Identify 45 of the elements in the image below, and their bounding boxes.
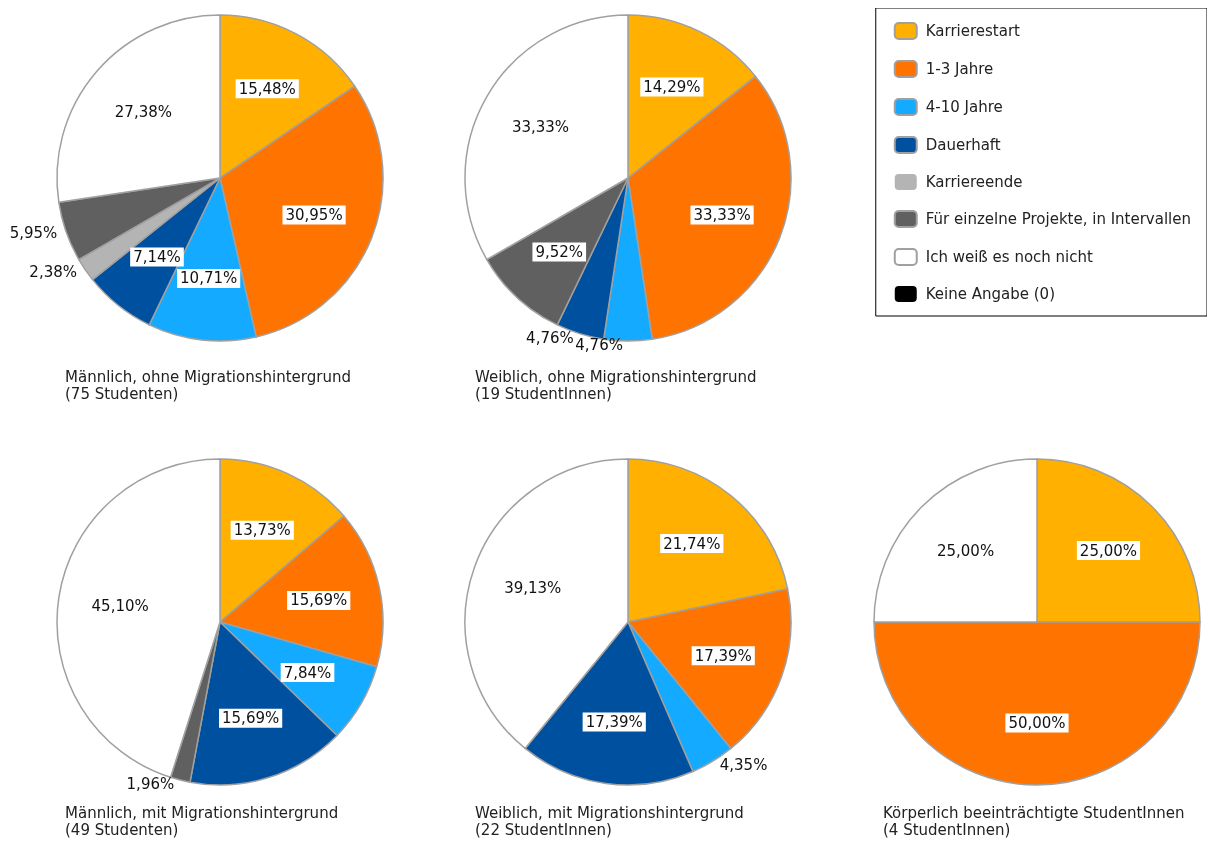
data-label: 15,69% — [222, 709, 280, 728]
text: Weiblich, mit Migrationshintergrund — [475, 803, 744, 822]
legend-label: Ich weiß es noch nicht — [925, 248, 1094, 266]
data-label: 15,69% — [290, 591, 348, 610]
data-label: 30,95% — [285, 205, 343, 224]
data-label: 7,14% — [133, 248, 181, 266]
data-label: 17,39% — [585, 713, 643, 732]
text: Weiblich, ohne Migrationshintergrund — [475, 367, 757, 386]
text: Körperlich beeinträchtigte StudentInnen — [883, 803, 1185, 822]
data-label: 10,71% — [180, 269, 238, 288]
data-label: 39,13% — [504, 579, 562, 598]
data-label: 14,29% — [643, 77, 701, 96]
data-label: 25,00% — [936, 541, 995, 560]
text: (4 StudentInnen) — [883, 820, 1011, 839]
data-label: 33,33% — [511, 118, 570, 137]
legend-label: Dauerhaft — [925, 136, 1001, 154]
data-label: 4,76% — [575, 336, 623, 354]
legend-label: Karrierestart — [925, 22, 1021, 40]
text: (75 Studenten) — [65, 384, 179, 403]
legend-label: 1-3 Jahre — [925, 60, 994, 78]
data-label: 13,73% — [233, 521, 291, 540]
data-label: 7,84% — [283, 663, 332, 682]
data-label: 4,35% — [719, 755, 768, 774]
data-label: 15,48% — [238, 79, 296, 98]
data-label: 4,76% — [526, 328, 574, 347]
text: (49 Studenten) — [65, 820, 179, 839]
data-label: 50,00% — [1008, 714, 1066, 733]
data-label: 33,33% — [693, 205, 751, 224]
data-label: 27,38% — [114, 103, 172, 122]
data-label: 45,10% — [91, 597, 149, 616]
text: (22 StudentInnen) — [475, 820, 612, 839]
text: (19 StudentInnen) — [475, 384, 612, 403]
data-label: 9,52% — [535, 243, 584, 262]
data-label: 17,39% — [694, 646, 752, 665]
legend-label: Für einzelne Projekte, in Intervallen — [925, 210, 1192, 228]
text: Männlich, mit Migrationshintergrund — [65, 803, 339, 822]
legend-label: Keine Angabe (0) — [925, 285, 1056, 303]
data-label: 21,74% — [663, 534, 721, 553]
data-label: 25,00% — [1079, 541, 1138, 560]
legend-label: 4-10 Jahre — [925, 98, 1003, 116]
data-label: 2,38% — [29, 263, 78, 282]
legend-label: Karriereende — [925, 173, 1023, 191]
text: Männlich, ohne Migrationshintergrund — [65, 367, 351, 386]
data-label: 1,96% — [126, 774, 175, 793]
data-label: 5,95% — [9, 224, 58, 243]
